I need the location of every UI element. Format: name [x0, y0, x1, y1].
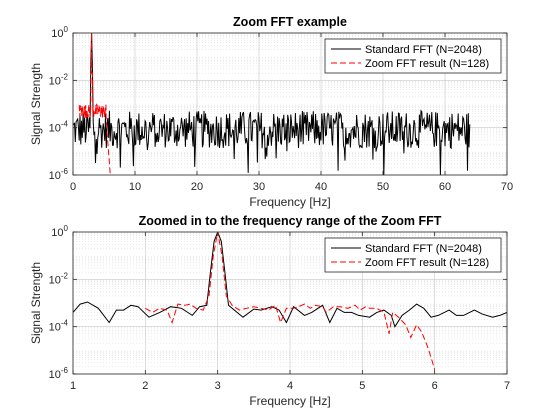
legend-entry: Zoom FFT result (N=128): [365, 257, 489, 269]
x-tick-label: 30: [253, 181, 265, 193]
series-1-line: [73, 33, 471, 175]
x-tick-label: 3: [215, 380, 221, 392]
y-axis-label: Signal Strength: [29, 262, 43, 344]
y-axis-label: Signal Strength: [29, 63, 43, 145]
legend-entry: Standard FFT (N=2048): [365, 44, 482, 56]
series-2-line: [145, 232, 436, 370]
y-tick-label: 10-4: [49, 319, 69, 334]
x-tick-label: 20: [191, 181, 203, 193]
series-1-line: [73, 232, 507, 328]
y-tick-label: 10-2: [49, 271, 69, 286]
x-axis-label: Frequency [Hz]: [249, 394, 330, 408]
axes-box: [72, 32, 508, 176]
y-tick-label: 10-2: [49, 72, 69, 87]
legend: Standard FFT (N=2048) Zoom FFT result (N=…: [324, 38, 502, 74]
y-tick-label: 10-6: [49, 366, 69, 381]
x-tick-label: 0: [70, 181, 76, 193]
x-tick-label: 50: [377, 181, 389, 193]
x-tick-label: 10: [129, 181, 141, 193]
y-tick-label: 100: [51, 25, 68, 40]
x-tick-label: 2: [142, 380, 148, 392]
x-tick-label: 1: [70, 380, 76, 392]
x-tick-label: 7: [504, 380, 510, 392]
x-tick-label: 70: [501, 181, 513, 193]
x-tick-label: 60: [439, 181, 451, 193]
y-tick-label: 10-4: [49, 120, 69, 135]
y-tick-label: 100: [51, 224, 68, 239]
y-tick-label: 10-6: [49, 167, 69, 182]
series-2-line: [78, 33, 111, 175]
legend-entry: Zoom FFT result (N=128): [365, 58, 489, 70]
x-tick-label: 4: [287, 380, 293, 392]
panel-1: 0 10 20 30 40 50 60 70 10-6 10-4 10-2 100 Zoom FFT e…: [29, 15, 513, 209]
chart-title: Zoom FFT example: [233, 15, 347, 29]
chart-title: Zoomed in to the frequency range of the …: [139, 214, 442, 228]
legend: Standard FFT (N=2048) Zoom FFT result (N=…: [324, 237, 502, 273]
x-tick-label: 5: [359, 380, 365, 392]
x-tick-label: 6: [432, 380, 438, 392]
x-tick-label: 40: [315, 181, 327, 193]
panel-2: 1 2 3 4 5 6 7 10-6 10-4 10-2 100 Zoomed in to the f…: [29, 214, 510, 408]
legend-entry: Standard FFT (N=2048): [365, 243, 482, 255]
x-axis-label: Frequency [Hz]: [249, 195, 330, 209]
